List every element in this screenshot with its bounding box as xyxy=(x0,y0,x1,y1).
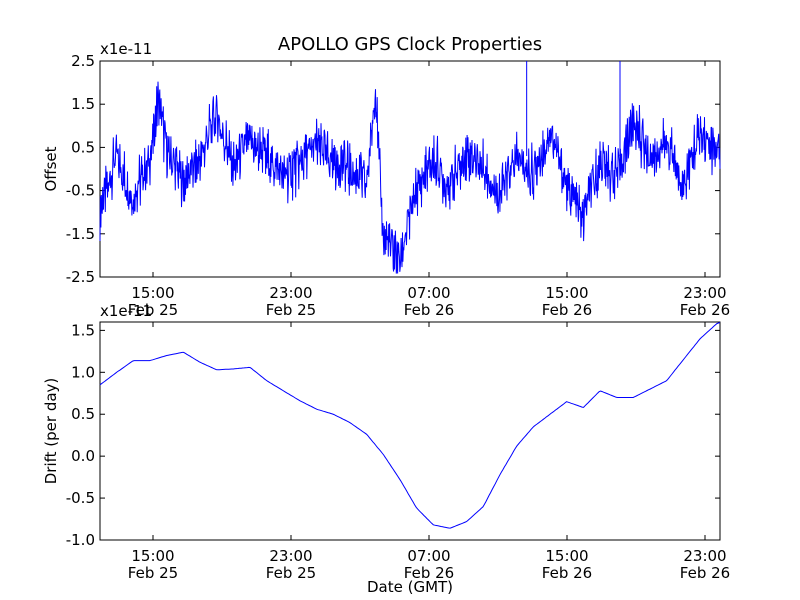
drift-x-axis-label: Date (GMT) xyxy=(367,578,453,596)
drift-y-tick-label: 0.5 xyxy=(71,405,95,423)
drift-panel: x1e-11 Drift (per day) Date (GMT) 1.5 1.0… xyxy=(42,302,730,596)
drift-x-tick-date-label: Feb 26 xyxy=(680,564,730,582)
offset-y-tick-label: -1.5 xyxy=(66,225,95,243)
offset-y-axis-label: Offset xyxy=(42,146,60,191)
offset-plot-area xyxy=(99,60,721,278)
offset-panel: x1e-11 Offset 2.5 1.5 0.5 -0.5 -1.5 -2.5 15:0… xyxy=(42,40,730,319)
drift-x-tick-date-label: Feb 26 xyxy=(404,564,454,582)
drift-y-tick-label: -0.5 xyxy=(66,489,95,507)
drift-x-tick-time-label: 07:00 xyxy=(407,547,450,565)
drift-series-line xyxy=(99,322,721,529)
drift-x-tick-time-label: 23:00 xyxy=(269,547,312,565)
offset-x-tick-time-label: 07:00 xyxy=(407,284,450,302)
drift-x-tick-date-label: Feb 25 xyxy=(128,564,178,582)
drift-y-tick-label: -1.0 xyxy=(66,531,95,549)
offset-y-ticks: 2.5 1.5 0.5 -0.5 -1.5 -2.5 xyxy=(66,52,720,286)
drift-x-tick-time-label: 23:00 xyxy=(683,547,726,565)
offset-y-tick-label: 0.5 xyxy=(71,138,95,156)
offset-x-tick-date-label: Feb 26 xyxy=(680,301,730,319)
offset-x-tick-time-label: 23:00 xyxy=(683,284,726,302)
drift-x-tick-date-label: Feb 26 xyxy=(542,564,592,582)
chart-title: APOLLO GPS Clock Properties xyxy=(278,34,542,55)
drift-y-tick-label: 1.0 xyxy=(71,363,95,381)
drift-exponent-label: x1e-11 xyxy=(100,302,152,320)
drift-x-tick-time-label: 15:00 xyxy=(545,547,588,565)
offset-x-tick-time-label: 23:00 xyxy=(269,284,312,302)
offset-x-tick-date-label: Feb 25 xyxy=(128,301,178,319)
offset-series-line xyxy=(99,81,721,274)
offset-y-tick-label: -2.5 xyxy=(66,268,95,286)
drift-plot-area xyxy=(99,321,721,541)
drift-y-tick-label: 1.5 xyxy=(71,321,95,339)
offset-x-tick-time-label: 15:00 xyxy=(131,284,174,302)
offset-y-tick-label: 2.5 xyxy=(71,52,95,70)
drift-y-tick-label: 0.0 xyxy=(71,447,95,465)
offset-x-tick-date-label: Feb 25 xyxy=(266,301,316,319)
drift-x-tick-time-label: 15:00 xyxy=(131,547,174,565)
drift-y-axis-label: Drift (per day) xyxy=(42,378,60,485)
offset-x-tick-date-label: Feb 26 xyxy=(404,301,454,319)
drift-x-tick-date-label: Feb 25 xyxy=(266,564,316,582)
offset-y-tick-label: 1.5 xyxy=(71,95,95,113)
drift-y-ticks: 1.5 1.0 0.5 0.0 -0.5 -1.0 xyxy=(66,321,720,549)
offset-x-tick-time-label: 15:00 xyxy=(545,284,588,302)
offset-exponent-label: x1e-11 xyxy=(100,40,152,58)
offset-x-tick-date-label: Feb 26 xyxy=(542,301,592,319)
offset-y-tick-label: -0.5 xyxy=(66,182,95,200)
